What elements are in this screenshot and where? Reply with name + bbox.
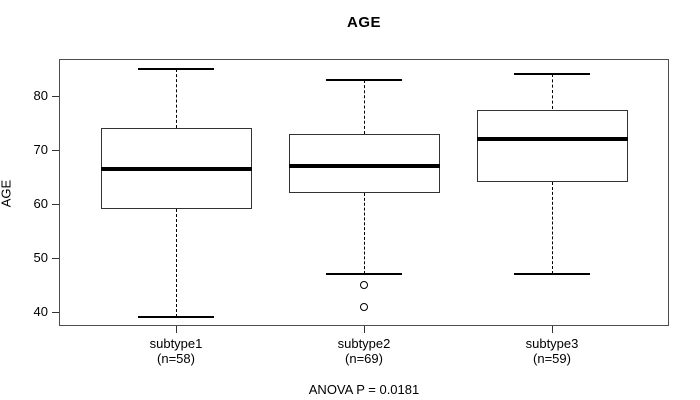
whisker-upper [176,69,177,129]
x-tick [552,326,553,333]
y-tick [52,204,59,205]
median-line [100,166,252,171]
whisker-upper [364,79,365,134]
y-tick [52,96,59,97]
y-tick-label: 40 [33,304,48,319]
y-tick [52,312,59,313]
x-tick-label: subtype1 [149,336,203,351]
x-tick-sublabel: (n=69) [345,351,383,366]
whisker-cap-upper [326,78,402,81]
y-tick-label: 50 [33,250,48,265]
median-line [476,137,628,142]
x-tick-label: subtype3 [525,336,579,351]
y-tick-label: 60 [33,196,48,211]
median-line [288,164,440,169]
whisker-upper [552,74,553,110]
iqr-box [288,133,440,194]
x-tick-label: subtype2 [337,336,391,351]
whisker-cap-lower [514,273,590,276]
whisker-cap-lower [138,316,214,319]
y-tick-label: 70 [33,142,48,157]
x-tick-sublabel: (n=58) [157,351,195,366]
x-tick [364,326,365,333]
iqr-box [476,109,628,183]
x-tick-label-block: subtype1 (n=58) [106,336,246,366]
chart-title: AGE [346,14,381,31]
x-tick [176,326,177,333]
x-tick-sublabel: (n=59) [533,351,571,366]
anova-annotation: ANOVA P = 0.0181 [308,382,420,397]
x-tick-label-block: subtype2 (n=69) [294,336,434,366]
whisker-lower [364,193,365,275]
outlier-point [360,302,368,311]
y-tick-label: 80 [33,88,48,103]
x-tick-label-block: subtype3 (n=59) [482,336,622,366]
outlier-point [360,281,368,289]
y-tick [52,258,59,259]
whisker-lower [552,182,553,275]
whisker-cap-lower [326,273,402,276]
whisker-lower [176,209,177,318]
y-tick [52,150,59,151]
whisker-cap-upper [138,68,214,70]
whisker-cap-upper [514,73,590,76]
y-axis-label: AGE [0,179,14,208]
